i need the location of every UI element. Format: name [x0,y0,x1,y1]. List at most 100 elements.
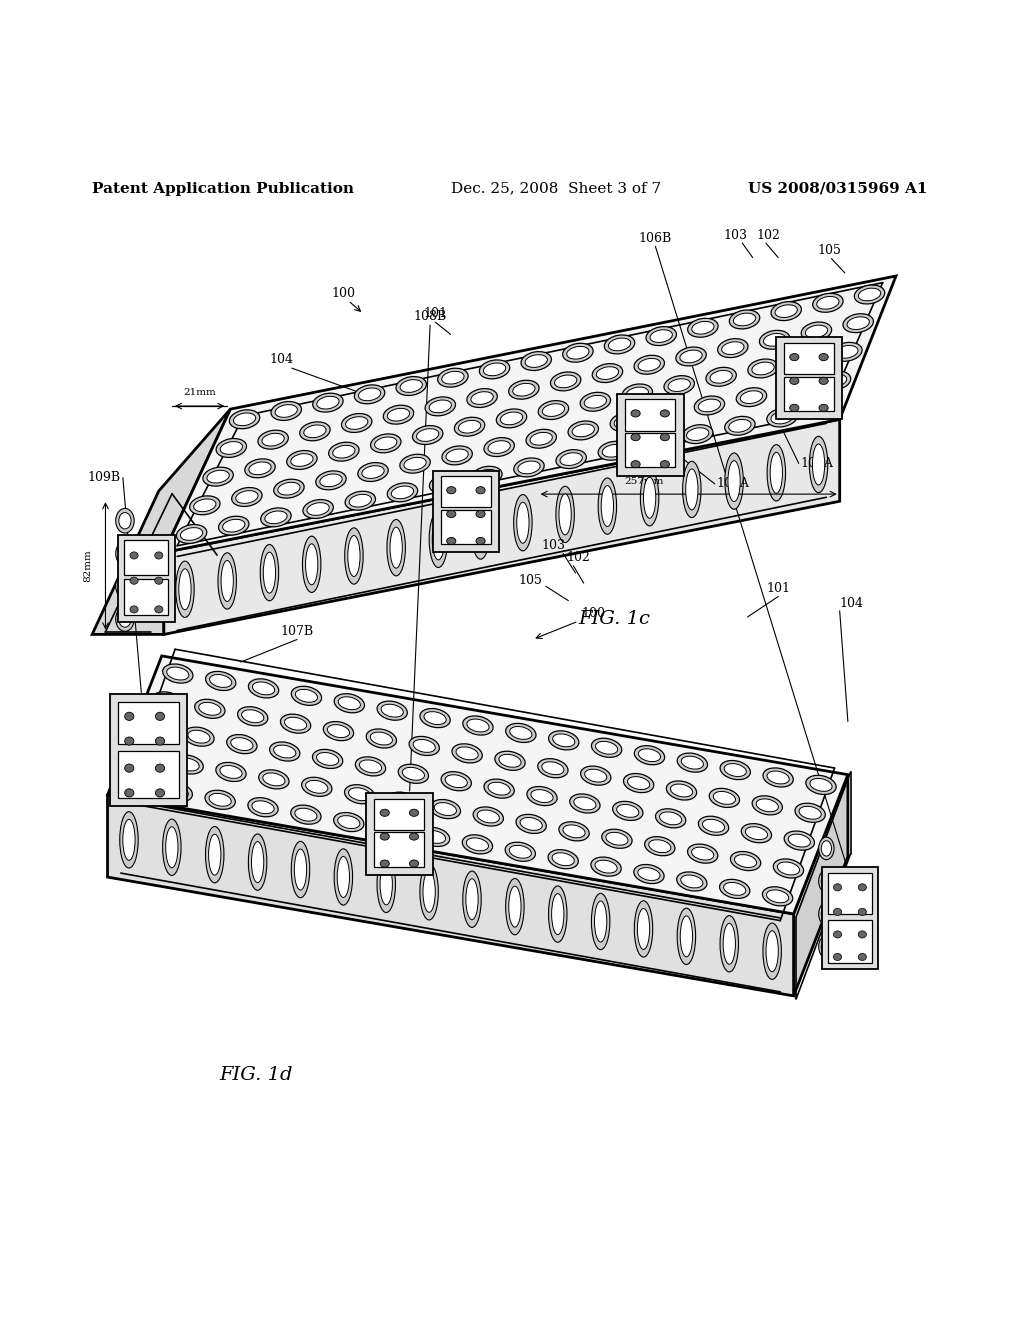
Ellipse shape [434,803,457,816]
Ellipse shape [688,318,718,337]
Ellipse shape [631,461,640,467]
Ellipse shape [359,760,382,772]
Ellipse shape [424,830,445,843]
Ellipse shape [734,854,757,867]
Ellipse shape [767,771,790,784]
Ellipse shape [361,466,384,478]
Ellipse shape [766,931,778,972]
Ellipse shape [184,727,214,746]
Ellipse shape [476,511,485,517]
Ellipse shape [399,454,430,473]
Text: Patent Application Publication: Patent Application Publication [92,182,354,195]
Ellipse shape [771,302,802,321]
Ellipse shape [682,425,713,444]
Ellipse shape [677,754,708,772]
Ellipse shape [195,700,225,718]
Ellipse shape [230,738,253,751]
Ellipse shape [162,783,193,803]
Ellipse shape [638,867,660,880]
Ellipse shape [521,351,552,371]
Text: 107A: 107A [717,478,750,490]
Ellipse shape [854,285,885,304]
Ellipse shape [166,826,178,867]
Ellipse shape [725,416,755,436]
Ellipse shape [220,766,242,779]
Ellipse shape [790,351,820,370]
Text: 102: 102 [566,552,591,564]
Ellipse shape [634,865,665,883]
Ellipse shape [125,737,134,746]
Bar [118,702,178,744]
Ellipse shape [510,726,531,739]
Ellipse shape [517,502,529,544]
Ellipse shape [377,701,408,721]
Ellipse shape [509,380,539,399]
Ellipse shape [348,788,371,801]
Ellipse shape [548,850,579,869]
Ellipse shape [680,350,702,363]
Ellipse shape [566,346,589,359]
Ellipse shape [572,424,594,437]
Ellipse shape [821,907,831,921]
Ellipse shape [581,392,610,412]
Bar [776,338,842,420]
Polygon shape [92,409,230,635]
Ellipse shape [338,697,360,710]
Ellipse shape [396,376,426,396]
Ellipse shape [441,772,471,791]
Bar [827,873,872,913]
Ellipse shape [692,321,714,334]
Ellipse shape [549,886,567,942]
Ellipse shape [634,900,652,957]
Ellipse shape [847,317,869,330]
Ellipse shape [413,425,443,445]
Ellipse shape [858,953,866,961]
Ellipse shape [542,762,564,775]
Ellipse shape [484,779,514,799]
Ellipse shape [130,552,138,560]
Ellipse shape [724,763,746,776]
Ellipse shape [381,824,402,836]
Ellipse shape [357,462,388,482]
Ellipse shape [206,826,224,883]
Text: FIG. 1d: FIG. 1d [219,1065,293,1084]
Ellipse shape [616,804,639,817]
Ellipse shape [424,711,446,725]
Ellipse shape [834,953,842,961]
Ellipse shape [429,511,447,568]
Ellipse shape [563,825,585,838]
Ellipse shape [612,801,643,821]
Ellipse shape [834,908,842,916]
Ellipse shape [275,405,297,417]
Ellipse shape [820,371,851,389]
Ellipse shape [291,454,313,466]
Ellipse shape [383,405,414,424]
Ellipse shape [265,511,287,524]
Ellipse shape [442,446,472,465]
Ellipse shape [794,354,816,367]
Ellipse shape [777,862,800,875]
Ellipse shape [474,511,486,552]
Ellipse shape [462,834,493,854]
Ellipse shape [752,796,782,814]
Ellipse shape [518,461,540,474]
Ellipse shape [371,434,401,453]
Ellipse shape [463,715,494,735]
Ellipse shape [398,764,428,783]
Ellipse shape [592,738,622,758]
Ellipse shape [238,706,268,726]
Ellipse shape [819,936,834,958]
Text: 103: 103 [541,539,565,552]
Ellipse shape [123,779,145,792]
Text: 105: 105 [817,244,842,257]
Ellipse shape [176,561,195,618]
Ellipse shape [592,894,610,949]
Ellipse shape [354,385,385,404]
Ellipse shape [391,795,414,808]
Ellipse shape [591,857,622,876]
Ellipse shape [177,758,200,771]
Ellipse shape [645,837,675,855]
Ellipse shape [134,751,157,763]
Ellipse shape [400,380,422,392]
Ellipse shape [813,293,843,313]
